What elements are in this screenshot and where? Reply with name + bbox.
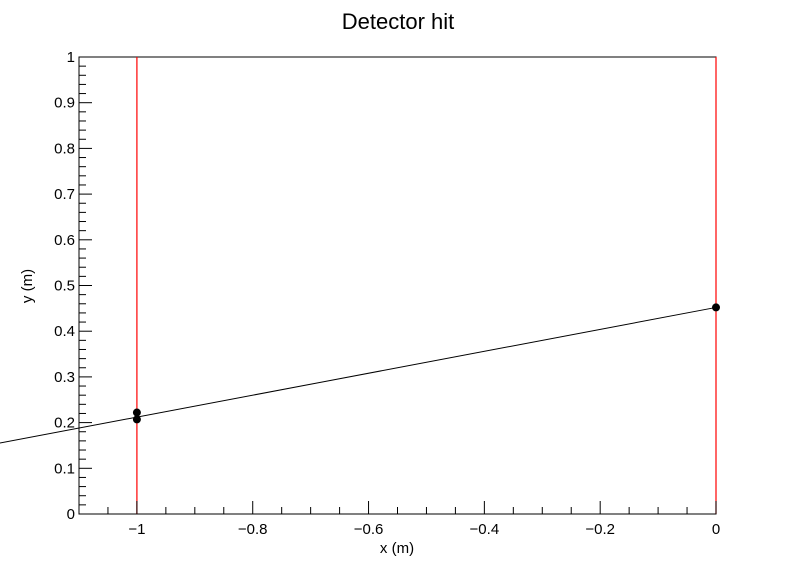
x-tick-label: 0 (712, 521, 720, 538)
y-tick-label: 0.8 (54, 140, 75, 157)
y-tick-label: 0.5 (54, 278, 75, 295)
data-point (712, 303, 720, 312)
x-axis-label: x (m) (380, 540, 414, 557)
y-axis-label: y (m) (19, 269, 36, 303)
fit-line (0, 306, 717, 444)
data-point (132, 408, 141, 417)
y-tick-label: 0.1 (54, 460, 75, 477)
x-tick-label: −0.6 (354, 521, 384, 538)
x-tick-label: −0.4 (470, 521, 500, 538)
y-tick-label: 0.6 (54, 232, 75, 249)
y-tick-label: 0.2 (54, 415, 75, 432)
plot-frame (78, 56, 717, 515)
x-tick-label: −0.2 (585, 521, 615, 538)
y-tick-label: 0.3 (54, 369, 75, 386)
chart-title: Detector hit (342, 9, 455, 34)
y-tick-label: 1 (67, 49, 75, 66)
plot-area: −1 −0.8 −0.6 −0.4 −0.2 0 0 0.1 0.2 0.3 0.4 0.5 0.6 0.… (0, 49, 720, 538)
y-tick-label: 0.7 (54, 186, 75, 203)
y-tick-label: 0 (67, 506, 75, 523)
x-tick-label: −1 (128, 521, 145, 538)
y-tick-label: 0.9 (54, 95, 75, 112)
data-point (132, 415, 141, 424)
x-tick-label: −0.8 (238, 521, 268, 538)
y-tick-label: 0.4 (54, 323, 75, 340)
